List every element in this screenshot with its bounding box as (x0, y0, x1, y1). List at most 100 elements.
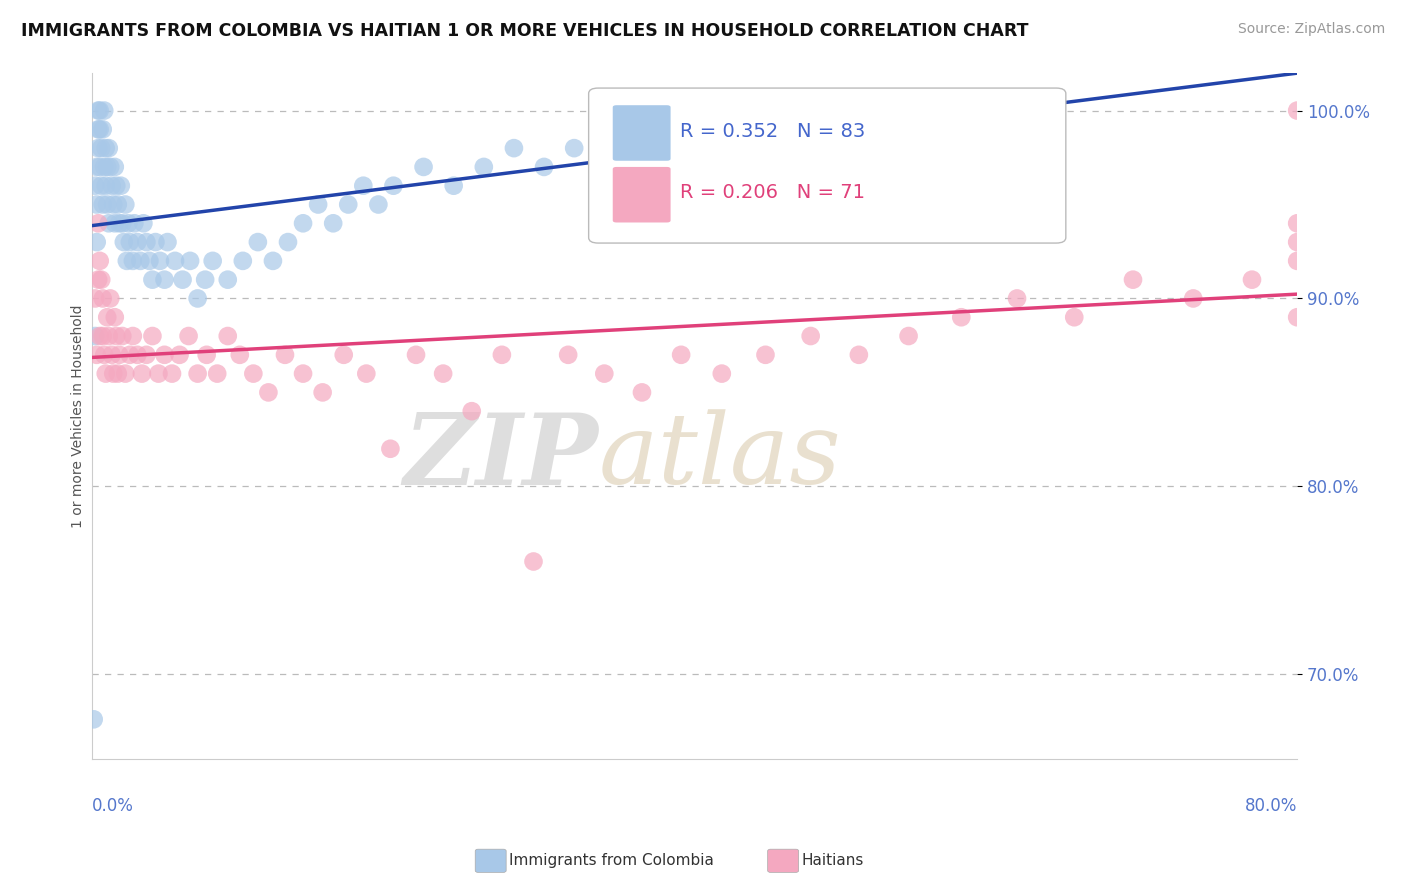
Point (229, 348, 252, 362)
Point (307, 197, 329, 211)
Point (405, 348, 427, 362)
Point (177, 329, 200, 343)
Point (1286, 103, 1309, 118)
Point (593, 367, 616, 381)
Point (93, 160, 115, 174)
Point (1286, 216, 1309, 230)
Point (84, 178, 107, 193)
Point (104, 160, 127, 174)
Point (124, 216, 146, 230)
Point (86, 235, 108, 249)
Point (100, 178, 122, 193)
Point (332, 348, 354, 362)
Point (135, 235, 157, 249)
Point (96, 310, 118, 325)
Point (337, 197, 360, 211)
Point (131, 367, 153, 381)
Point (950, 310, 973, 325)
Point (179, 253, 201, 268)
Point (86, 160, 108, 174)
Point (533, 160, 555, 174)
Text: atlas: atlas (599, 409, 841, 505)
Point (115, 253, 138, 268)
Point (169, 348, 191, 362)
Point (562, 141, 585, 155)
Point (86, 348, 108, 362)
Point (800, 329, 823, 343)
Point (277, 235, 299, 249)
Point (104, 310, 127, 325)
Point (110, 178, 132, 193)
Point (89, 103, 111, 118)
FancyBboxPatch shape (613, 105, 671, 161)
Y-axis label: 1 or more Vehicles in Household: 1 or more Vehicles in Household (72, 304, 86, 528)
Point (87, 122, 110, 136)
Point (669, 348, 692, 362)
Point (89, 160, 111, 174)
Point (153, 348, 176, 362)
Point (149, 253, 172, 268)
Point (1063, 310, 1085, 325)
Point (503, 141, 526, 155)
Point (654, 122, 676, 136)
Point (194, 273, 217, 287)
Point (108, 216, 131, 230)
Point (461, 404, 484, 418)
Point (432, 367, 454, 381)
Point (97, 216, 120, 230)
Point (897, 329, 920, 343)
Point (103, 197, 125, 211)
Point (141, 329, 163, 343)
Point (292, 367, 315, 381)
Point (100, 348, 122, 362)
Point (112, 235, 135, 249)
Text: ZIP: ZIP (404, 409, 599, 505)
Point (217, 329, 239, 343)
Point (89, 253, 111, 268)
Point (103, 367, 125, 381)
Point (93, 348, 115, 362)
Point (111, 329, 134, 343)
Point (90, 141, 112, 155)
Point (754, 348, 776, 362)
Point (631, 385, 654, 400)
Point (107, 367, 129, 381)
Point (127, 348, 149, 362)
Point (491, 348, 513, 362)
Point (1005, 292, 1028, 306)
Point (848, 348, 870, 362)
Text: 80.0%: 80.0% (1244, 797, 1298, 814)
Point (105, 178, 128, 193)
Point (820, 103, 842, 118)
Point (356, 367, 378, 381)
Point (148, 367, 170, 381)
Point (118, 235, 141, 249)
Point (412, 160, 434, 174)
Point (94, 367, 117, 381)
Point (96, 160, 118, 174)
Point (367, 197, 389, 211)
Text: Source: ZipAtlas.com: Source: ZipAtlas.com (1237, 22, 1385, 37)
Point (90, 178, 112, 193)
Point (1286, 253, 1309, 268)
Point (89, 329, 111, 343)
Point (1122, 273, 1144, 287)
Point (728, 103, 751, 118)
Point (939, 122, 962, 136)
Point (609, 122, 631, 136)
Point (98, 292, 121, 306)
Point (111, 216, 134, 230)
Point (262, 253, 284, 268)
Point (97, 329, 120, 343)
Point (246, 235, 269, 249)
Point (141, 273, 163, 287)
Point (352, 178, 374, 193)
Point (138, 253, 160, 268)
Point (114, 367, 136, 381)
Point (86, 197, 108, 211)
Point (472, 160, 495, 174)
Point (118, 348, 141, 362)
Point (91, 292, 114, 306)
Point (104, 216, 127, 230)
Text: R = 0.206   N = 71: R = 0.206 N = 71 (681, 184, 865, 202)
